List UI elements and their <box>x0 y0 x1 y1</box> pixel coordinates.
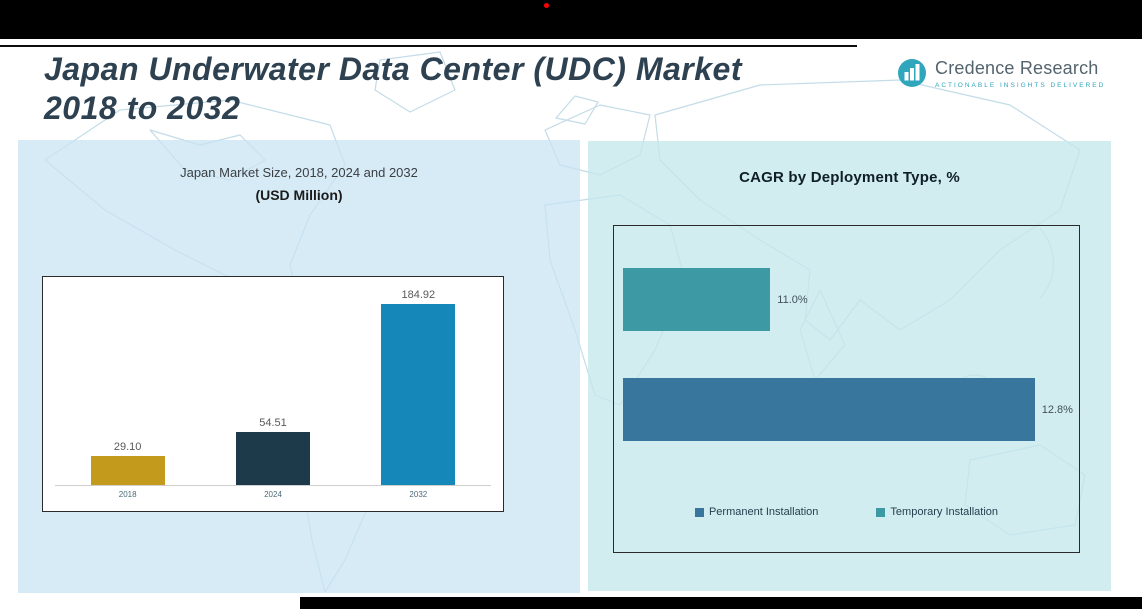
market-size-chart: 29.10 54.51 184.92 2018 2024 2032 <box>42 276 504 512</box>
page-title-line1: Japan Underwater Data Center (UDC) Marke… <box>44 51 742 87</box>
legend-label-temporary: Temporary Installation <box>890 506 999 518</box>
legend-label-permanent: Permanent Installation <box>708 506 819 518</box>
value-label-permanent: 12.8% <box>1041 403 1073 416</box>
bar-row-temporary-installation: 11.0% <box>623 268 1079 331</box>
cagr-panel: CAGR by Deployment Type, % 11.0% 12.8% P… <box>588 141 1111 591</box>
value-label-temporary: 11.0% <box>777 293 808 306</box>
value-label-2032: 184.92 <box>401 289 436 301</box>
cagr-chart: 11.0% 12.8% Permanent Installation Tempo… <box>613 225 1080 553</box>
top-bar <box>0 0 1142 39</box>
bar-row-permanent-installation: 12.8% <box>623 378 1079 441</box>
credence-research-logo: Credence Research Actionable Insights De… <box>897 58 1105 93</box>
page-title: Japan Underwater Data Center (UDC) Marke… <box>44 50 742 128</box>
value-label-2018: 29.10 <box>113 441 142 453</box>
cagr-legend: Permanent Installation Temporary Install… <box>614 506 1079 518</box>
market-size-panel: Japan Market Size, 2018, 2024 and 2032 (… <box>18 140 580 593</box>
legend-swatch-temporary <box>876 507 886 517</box>
bar-2024 <box>235 432 310 485</box>
cagr-plot-area: 11.0% 12.8% <box>614 226 1079 441</box>
market-size-chart-subtitle: (USD Million) <box>255 187 343 203</box>
axis-label-2018: 2018 <box>118 490 137 499</box>
bar-group-2024: 54.51 <box>200 417 345 485</box>
bar-permanent-installation <box>623 378 1035 441</box>
bar-2018 <box>90 456 165 485</box>
value-label-2024: 54.51 <box>259 417 287 429</box>
legend-swatch-permanent <box>694 507 704 517</box>
legend-item-permanent-installation: Permanent Installation <box>694 506 819 518</box>
bar-temporary-installation <box>623 268 771 331</box>
market-size-plot-area: 29.10 54.51 184.92 <box>55 289 491 486</box>
cagr-chart-title: CAGR by Deployment Type, % <box>739 169 960 186</box>
market-size-x-axis-labels: 2018 2024 2032 <box>55 490 491 499</box>
bar-chart-circle-icon <box>897 58 927 93</box>
page-title-line2: 2018 to 2032 <box>44 90 241 126</box>
logo-name: Credence Research <box>935 58 1099 78</box>
bottom-bar <box>300 597 1142 609</box>
bar-group-2018: 29.10 <box>55 441 200 485</box>
axis-label-2032: 2032 <box>409 490 428 499</box>
red-dot <box>544 3 549 8</box>
bar-2032 <box>381 304 456 485</box>
legend-item-temporary-installation: Temporary Installation <box>876 506 998 518</box>
logo-tagline: Actionable Insights Delivered <box>935 82 1106 89</box>
market-size-chart-title: Japan Market Size, 2018, 2024 and 2032 <box>180 165 418 180</box>
bar-group-2032: 184.92 <box>346 289 491 485</box>
axis-label-2024: 2024 <box>264 490 282 499</box>
title-divider <box>0 45 857 47</box>
